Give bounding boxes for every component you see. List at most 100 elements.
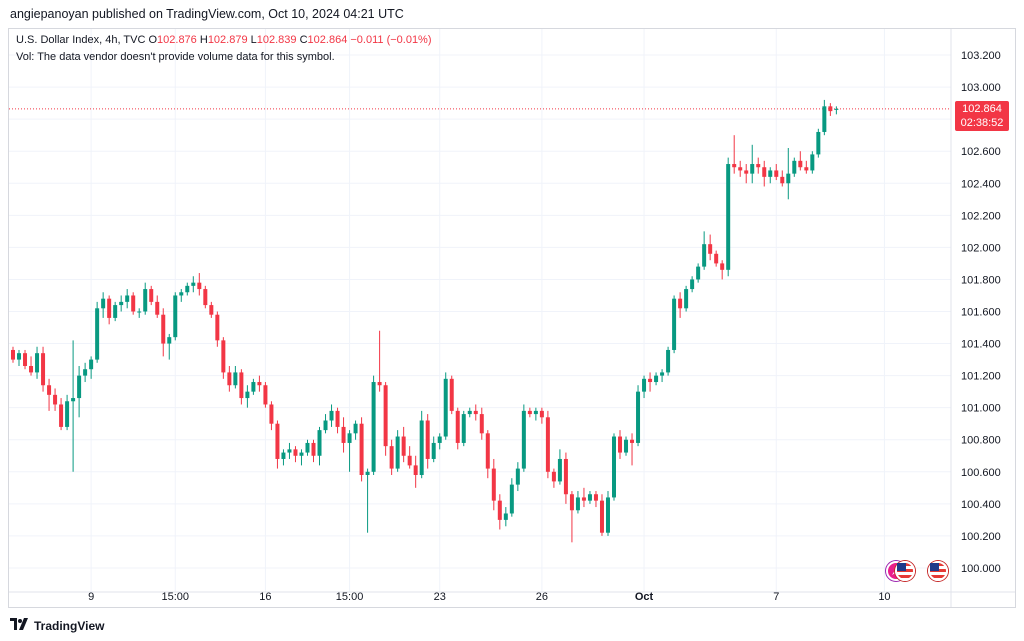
candle-body xyxy=(581,497,586,501)
candle-body xyxy=(750,164,755,174)
candle-body xyxy=(95,308,100,360)
x-tick-label: 7 xyxy=(773,591,779,603)
candle-body xyxy=(305,442,310,453)
x-tick-label: 16 xyxy=(259,591,271,603)
candle-body xyxy=(275,423,280,459)
candle-body xyxy=(672,298,677,350)
candle-body xyxy=(690,279,695,290)
candle-body xyxy=(371,382,376,472)
candle-body xyxy=(377,382,382,386)
candlestick-chart[interactable]: 103.200103.000102.800102.600102.400102.2… xyxy=(9,29,1015,607)
y-tick-label: 100.400 xyxy=(961,499,1001,511)
candle-body xyxy=(197,282,202,290)
candle-body xyxy=(738,167,743,171)
published-caption: angiepanoyan published on TradingView.co… xyxy=(10,7,404,21)
candle-body xyxy=(828,106,833,112)
candle-body xyxy=(666,349,671,373)
candle-body xyxy=(575,497,580,511)
candle-body xyxy=(71,398,76,402)
candle-body xyxy=(149,289,154,302)
candle-body xyxy=(443,378,448,437)
candle-body xyxy=(455,410,460,443)
candle-body xyxy=(473,410,478,415)
x-tick-label: 9 xyxy=(88,591,94,603)
candle-body xyxy=(287,449,292,453)
candle-body xyxy=(251,382,256,392)
volume-note: Vol: The data vendor doesn't provide vol… xyxy=(16,51,335,63)
candle-body xyxy=(245,391,250,399)
candle-body xyxy=(816,131,821,155)
candle-body xyxy=(497,500,502,520)
tradingview-logo-icon[interactable] xyxy=(10,618,28,633)
candle-body xyxy=(179,292,184,296)
y-tick-label: 101.600 xyxy=(961,307,1001,319)
candle-body xyxy=(41,353,46,386)
candle-body xyxy=(83,369,88,376)
tradingview-brand[interactable]: TradingView xyxy=(34,618,105,633)
candle-body xyxy=(257,382,262,386)
candle-body xyxy=(293,449,298,456)
chart-frame[interactable]: 103.200103.000102.800102.600102.400102.2… xyxy=(8,28,1016,608)
candle-body xyxy=(131,295,136,312)
bar-countdown: 02:38:52 xyxy=(960,116,1004,129)
candle-body xyxy=(395,436,400,469)
candle-body xyxy=(756,164,761,168)
candle-body xyxy=(221,340,226,373)
candle-body xyxy=(167,337,172,344)
candle-body xyxy=(557,458,562,482)
candle-body xyxy=(714,253,719,264)
candle-body xyxy=(726,164,731,270)
candle-body xyxy=(618,436,623,453)
candle-body xyxy=(113,305,118,318)
candle-body xyxy=(527,410,532,415)
candle-body xyxy=(35,353,40,373)
candle-body xyxy=(624,439,629,453)
us-flag-icon[interactable] xyxy=(928,561,948,581)
candle-body xyxy=(479,414,484,434)
symbol-name[interactable]: U.S. Dollar Index, 4h, TVC xyxy=(16,34,146,46)
candle-body xyxy=(191,282,196,286)
candle-body xyxy=(101,298,106,309)
candle-body xyxy=(53,394,58,405)
candle-body xyxy=(654,375,659,383)
candle-body xyxy=(521,410,526,469)
candle-body xyxy=(263,385,268,405)
candle-body xyxy=(810,154,815,171)
y-tick-label: 100.200 xyxy=(961,531,1001,543)
candle-body xyxy=(630,439,635,443)
candle-body xyxy=(209,305,214,315)
candle-body xyxy=(413,465,418,475)
candle-body xyxy=(533,410,538,415)
candle-body xyxy=(696,266,701,280)
candle-body xyxy=(161,314,166,344)
candle-body xyxy=(768,170,773,177)
change-value: −0.011 (−0.01%) xyxy=(350,34,432,46)
high-label: H xyxy=(199,34,208,46)
candle-body xyxy=(539,410,544,418)
candle-body xyxy=(593,494,598,501)
candle-body xyxy=(203,289,208,306)
candle-body xyxy=(503,513,508,520)
y-tick-label: 103.000 xyxy=(961,82,1001,94)
candle-body xyxy=(467,410,472,415)
candle-body xyxy=(485,433,490,469)
last-price-tag: 102.864 02:38:52 xyxy=(955,100,1009,131)
us-flag-icon[interactable] xyxy=(895,561,915,581)
candle-body xyxy=(89,359,94,370)
x-tick-label: Oct xyxy=(635,591,654,603)
open-value: 102.876 xyxy=(157,34,197,46)
y-tick-label: 102.600 xyxy=(961,146,1001,158)
candle-body xyxy=(119,301,124,306)
candle-body xyxy=(65,401,70,427)
candle-body xyxy=(648,378,653,383)
x-tick-label: 23 xyxy=(434,591,446,603)
candle-body xyxy=(678,298,683,309)
candle-body xyxy=(702,244,707,267)
candle-body xyxy=(660,372,665,376)
candle-body xyxy=(11,349,15,360)
candle-body xyxy=(599,500,604,533)
y-tick-label: 100.600 xyxy=(961,467,1001,479)
candle-body xyxy=(401,436,406,456)
candle-body xyxy=(684,289,689,309)
symbol-legend: U.S. Dollar Index, 4h, TVC O102.876 H102… xyxy=(16,34,432,46)
